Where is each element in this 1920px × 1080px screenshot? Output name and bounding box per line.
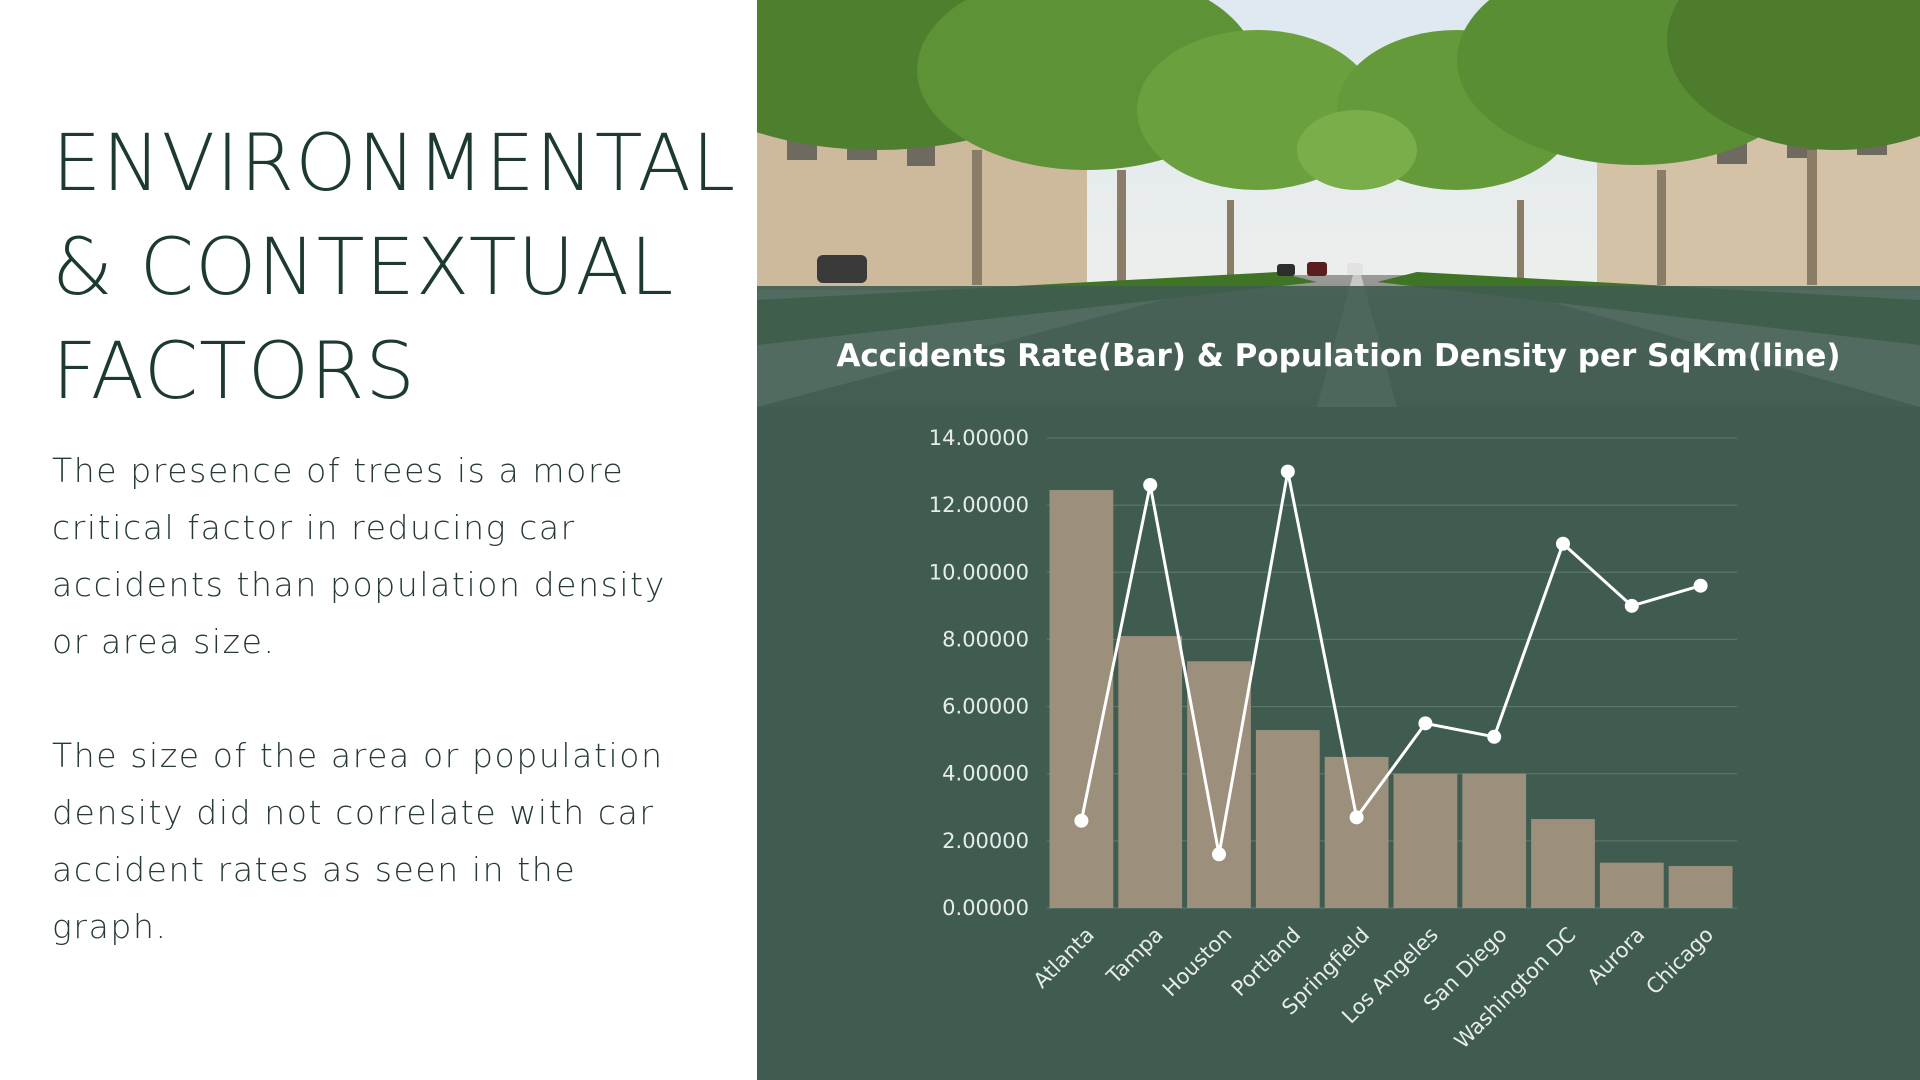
- y-tick-label: 2.00000: [942, 829, 1029, 853]
- x-category-label: Chicago: [1641, 923, 1718, 1000]
- paragraph-density: The size of the area or population densi…: [52, 736, 664, 946]
- line-point-chicago: [1693, 578, 1708, 593]
- y-tick-label: 12.00000: [929, 493, 1029, 517]
- line-point-tampa: [1143, 478, 1158, 492]
- line-point-atlanta: [1074, 813, 1089, 828]
- population-density-line: [1079, 471, 1702, 855]
- y-tick-label: 8.00000: [942, 627, 1029, 651]
- chart-title-band: [757, 286, 1920, 407]
- paragraph-trees: The presence of trees is a more critical…: [52, 451, 666, 661]
- title-line-2: & CONTEXTUAL: [52, 223, 675, 313]
- bar-los-angeles: [1393, 773, 1458, 908]
- y-tick-label: 10.00000: [929, 560, 1029, 584]
- line-point-portland: [1280, 464, 1295, 479]
- bar-atlanta: [1049, 490, 1114, 908]
- line-point-aurora: [1624, 598, 1639, 613]
- y-tick-label: 14.00000: [929, 426, 1029, 450]
- bar-houston: [1187, 661, 1251, 908]
- slide-title: ENVIRONMENTAL & CONTEXTUAL FACTORS: [52, 112, 736, 424]
- line-point-los-angeles: [1418, 716, 1433, 731]
- bar-springfield: [1324, 756, 1389, 908]
- chart-title: Accidents Rate(Bar) & Population Density…: [836, 338, 1841, 374]
- x-category-label: Tampa: [1101, 923, 1167, 989]
- x-category-label: Aurora: [1583, 923, 1650, 990]
- bar-washington-dc: [1531, 819, 1595, 908]
- y-tick-label: 6.00000: [942, 695, 1029, 719]
- bar-line-chart: 0.00000 2.00000 4.00000 6.00000 8.00000 10.00…: [929, 426, 1737, 1054]
- bar-san-diego: [1462, 773, 1527, 908]
- line-point-washington-dc: [1556, 536, 1570, 551]
- x-category-label: Atlanta: [1029, 923, 1099, 993]
- y-tick-label: 4.00000: [942, 762, 1029, 786]
- chart-panel: Accidents Rate(Bar) & Population Density…: [757, 0, 1920, 1080]
- title-line-1: ENVIRONMENTAL: [52, 119, 737, 209]
- text-panel: ENVIRONMENTAL & CONTEXTUAL FACTORS The p…: [0, 0, 757, 1080]
- bar-chicago: [1668, 866, 1733, 908]
- line-point-san-diego: [1487, 729, 1502, 744]
- title-line-3: FACTORS: [52, 327, 416, 417]
- bar-tampa: [1118, 636, 1183, 908]
- y-tick-label: 0.00000: [942, 896, 1029, 920]
- line-point-springfield: [1349, 810, 1364, 825]
- x-category-label: Washington DC: [1450, 923, 1581, 1054]
- line-point-houston: [1212, 847, 1226, 862]
- bar-portland: [1255, 730, 1320, 908]
- x-category-label: Houston: [1158, 923, 1237, 1002]
- bar-aurora: [1599, 862, 1664, 908]
